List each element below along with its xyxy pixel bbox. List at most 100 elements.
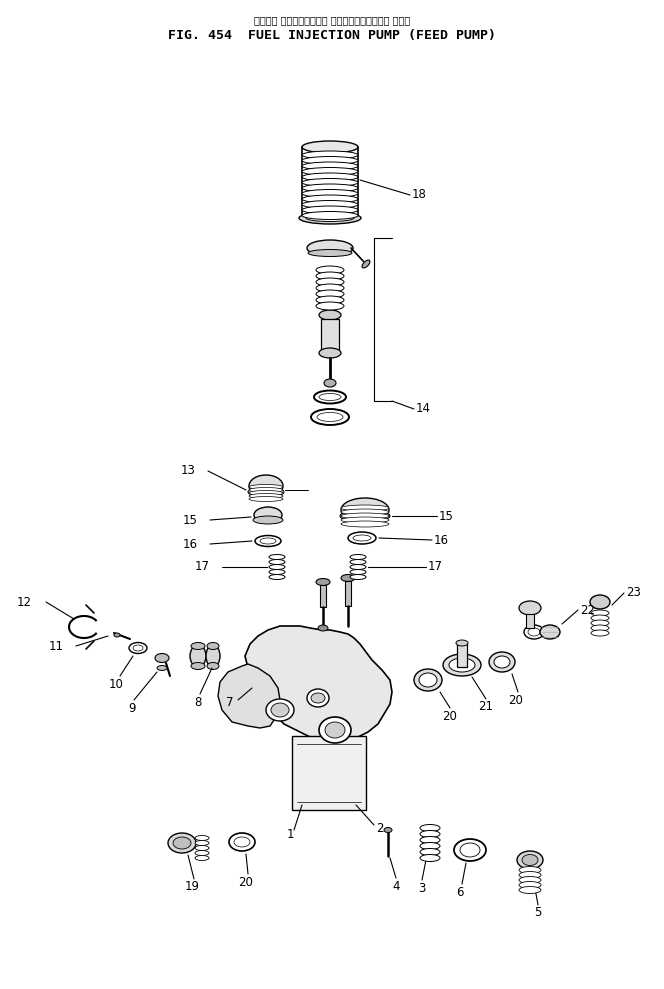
Ellipse shape [316,266,344,274]
Ellipse shape [255,535,281,547]
Ellipse shape [460,843,480,857]
Ellipse shape [302,162,358,170]
Ellipse shape [324,379,336,387]
Ellipse shape [341,505,389,511]
Text: 8: 8 [195,695,202,708]
Ellipse shape [519,881,541,888]
Text: 14: 14 [416,403,431,415]
Ellipse shape [353,535,371,541]
Ellipse shape [420,831,440,838]
Ellipse shape [384,828,392,833]
Ellipse shape [302,173,358,181]
Ellipse shape [195,855,209,860]
Ellipse shape [234,837,250,847]
Text: 18: 18 [412,189,427,202]
Ellipse shape [316,302,344,310]
Ellipse shape [316,579,330,585]
Text: 13: 13 [181,465,196,478]
Ellipse shape [155,654,169,663]
Ellipse shape [191,643,205,650]
Ellipse shape [449,658,475,672]
Ellipse shape [249,496,283,501]
Text: 7: 7 [226,696,234,709]
Ellipse shape [443,654,481,676]
Ellipse shape [591,610,609,616]
Ellipse shape [260,538,276,544]
Ellipse shape [254,507,282,523]
Text: 15: 15 [183,513,198,526]
Ellipse shape [307,689,329,707]
Ellipse shape [591,630,609,636]
Ellipse shape [249,475,283,497]
Ellipse shape [157,666,167,671]
Ellipse shape [319,394,341,401]
Ellipse shape [307,240,353,256]
Ellipse shape [591,620,609,626]
Ellipse shape [524,625,544,639]
Ellipse shape [114,633,120,637]
Ellipse shape [350,565,366,570]
Ellipse shape [308,249,352,256]
Ellipse shape [302,201,358,209]
Ellipse shape [316,278,344,286]
Ellipse shape [341,521,389,527]
Polygon shape [292,736,366,810]
Text: 3: 3 [418,881,426,894]
Ellipse shape [316,284,344,292]
Ellipse shape [519,876,541,883]
Bar [526,614,534,628]
Polygon shape [245,626,392,740]
Ellipse shape [129,643,147,654]
Ellipse shape [302,156,358,164]
Ellipse shape [316,272,344,280]
Ellipse shape [540,625,560,639]
Ellipse shape [311,409,349,425]
Text: 10: 10 [108,677,124,690]
Ellipse shape [302,212,358,220]
Ellipse shape [311,693,325,703]
Text: 2: 2 [376,822,384,835]
Ellipse shape [302,141,358,153]
Ellipse shape [271,703,289,717]
Ellipse shape [419,673,437,687]
Ellipse shape [454,839,486,861]
Text: 23: 23 [626,586,641,599]
Ellipse shape [316,296,344,304]
Ellipse shape [249,494,283,498]
Text: 20: 20 [238,875,254,888]
Ellipse shape [269,560,285,565]
Ellipse shape [319,310,341,320]
Ellipse shape [528,628,540,636]
Bar [457,643,467,667]
Text: 4: 4 [392,879,400,892]
Text: 19: 19 [185,880,199,893]
Ellipse shape [190,645,206,667]
Ellipse shape [269,575,285,580]
Ellipse shape [229,833,255,851]
Ellipse shape [191,663,205,670]
Ellipse shape [350,570,366,575]
Ellipse shape [489,652,515,672]
Ellipse shape [306,215,354,222]
Ellipse shape [456,640,468,646]
Ellipse shape [591,615,609,621]
Ellipse shape [302,206,358,214]
Text: 15: 15 [439,509,454,522]
Ellipse shape [206,645,220,667]
Ellipse shape [517,851,543,869]
Ellipse shape [168,833,196,853]
Ellipse shape [249,491,283,495]
Ellipse shape [519,601,541,615]
Ellipse shape [420,843,440,850]
Ellipse shape [350,575,366,580]
Text: 11: 11 [49,640,64,653]
Ellipse shape [350,555,366,560]
Text: 5: 5 [535,907,542,920]
Text: 17: 17 [195,561,210,574]
Text: 12: 12 [17,595,32,608]
Ellipse shape [318,625,328,631]
Text: フェエル インジェクション ポンプ　　フィード・ ポンプ: フェエル インジェクション ポンプ フィード・ ポンプ [254,15,410,25]
Ellipse shape [302,167,358,175]
Bar [345,581,351,606]
Text: 9: 9 [128,701,135,714]
